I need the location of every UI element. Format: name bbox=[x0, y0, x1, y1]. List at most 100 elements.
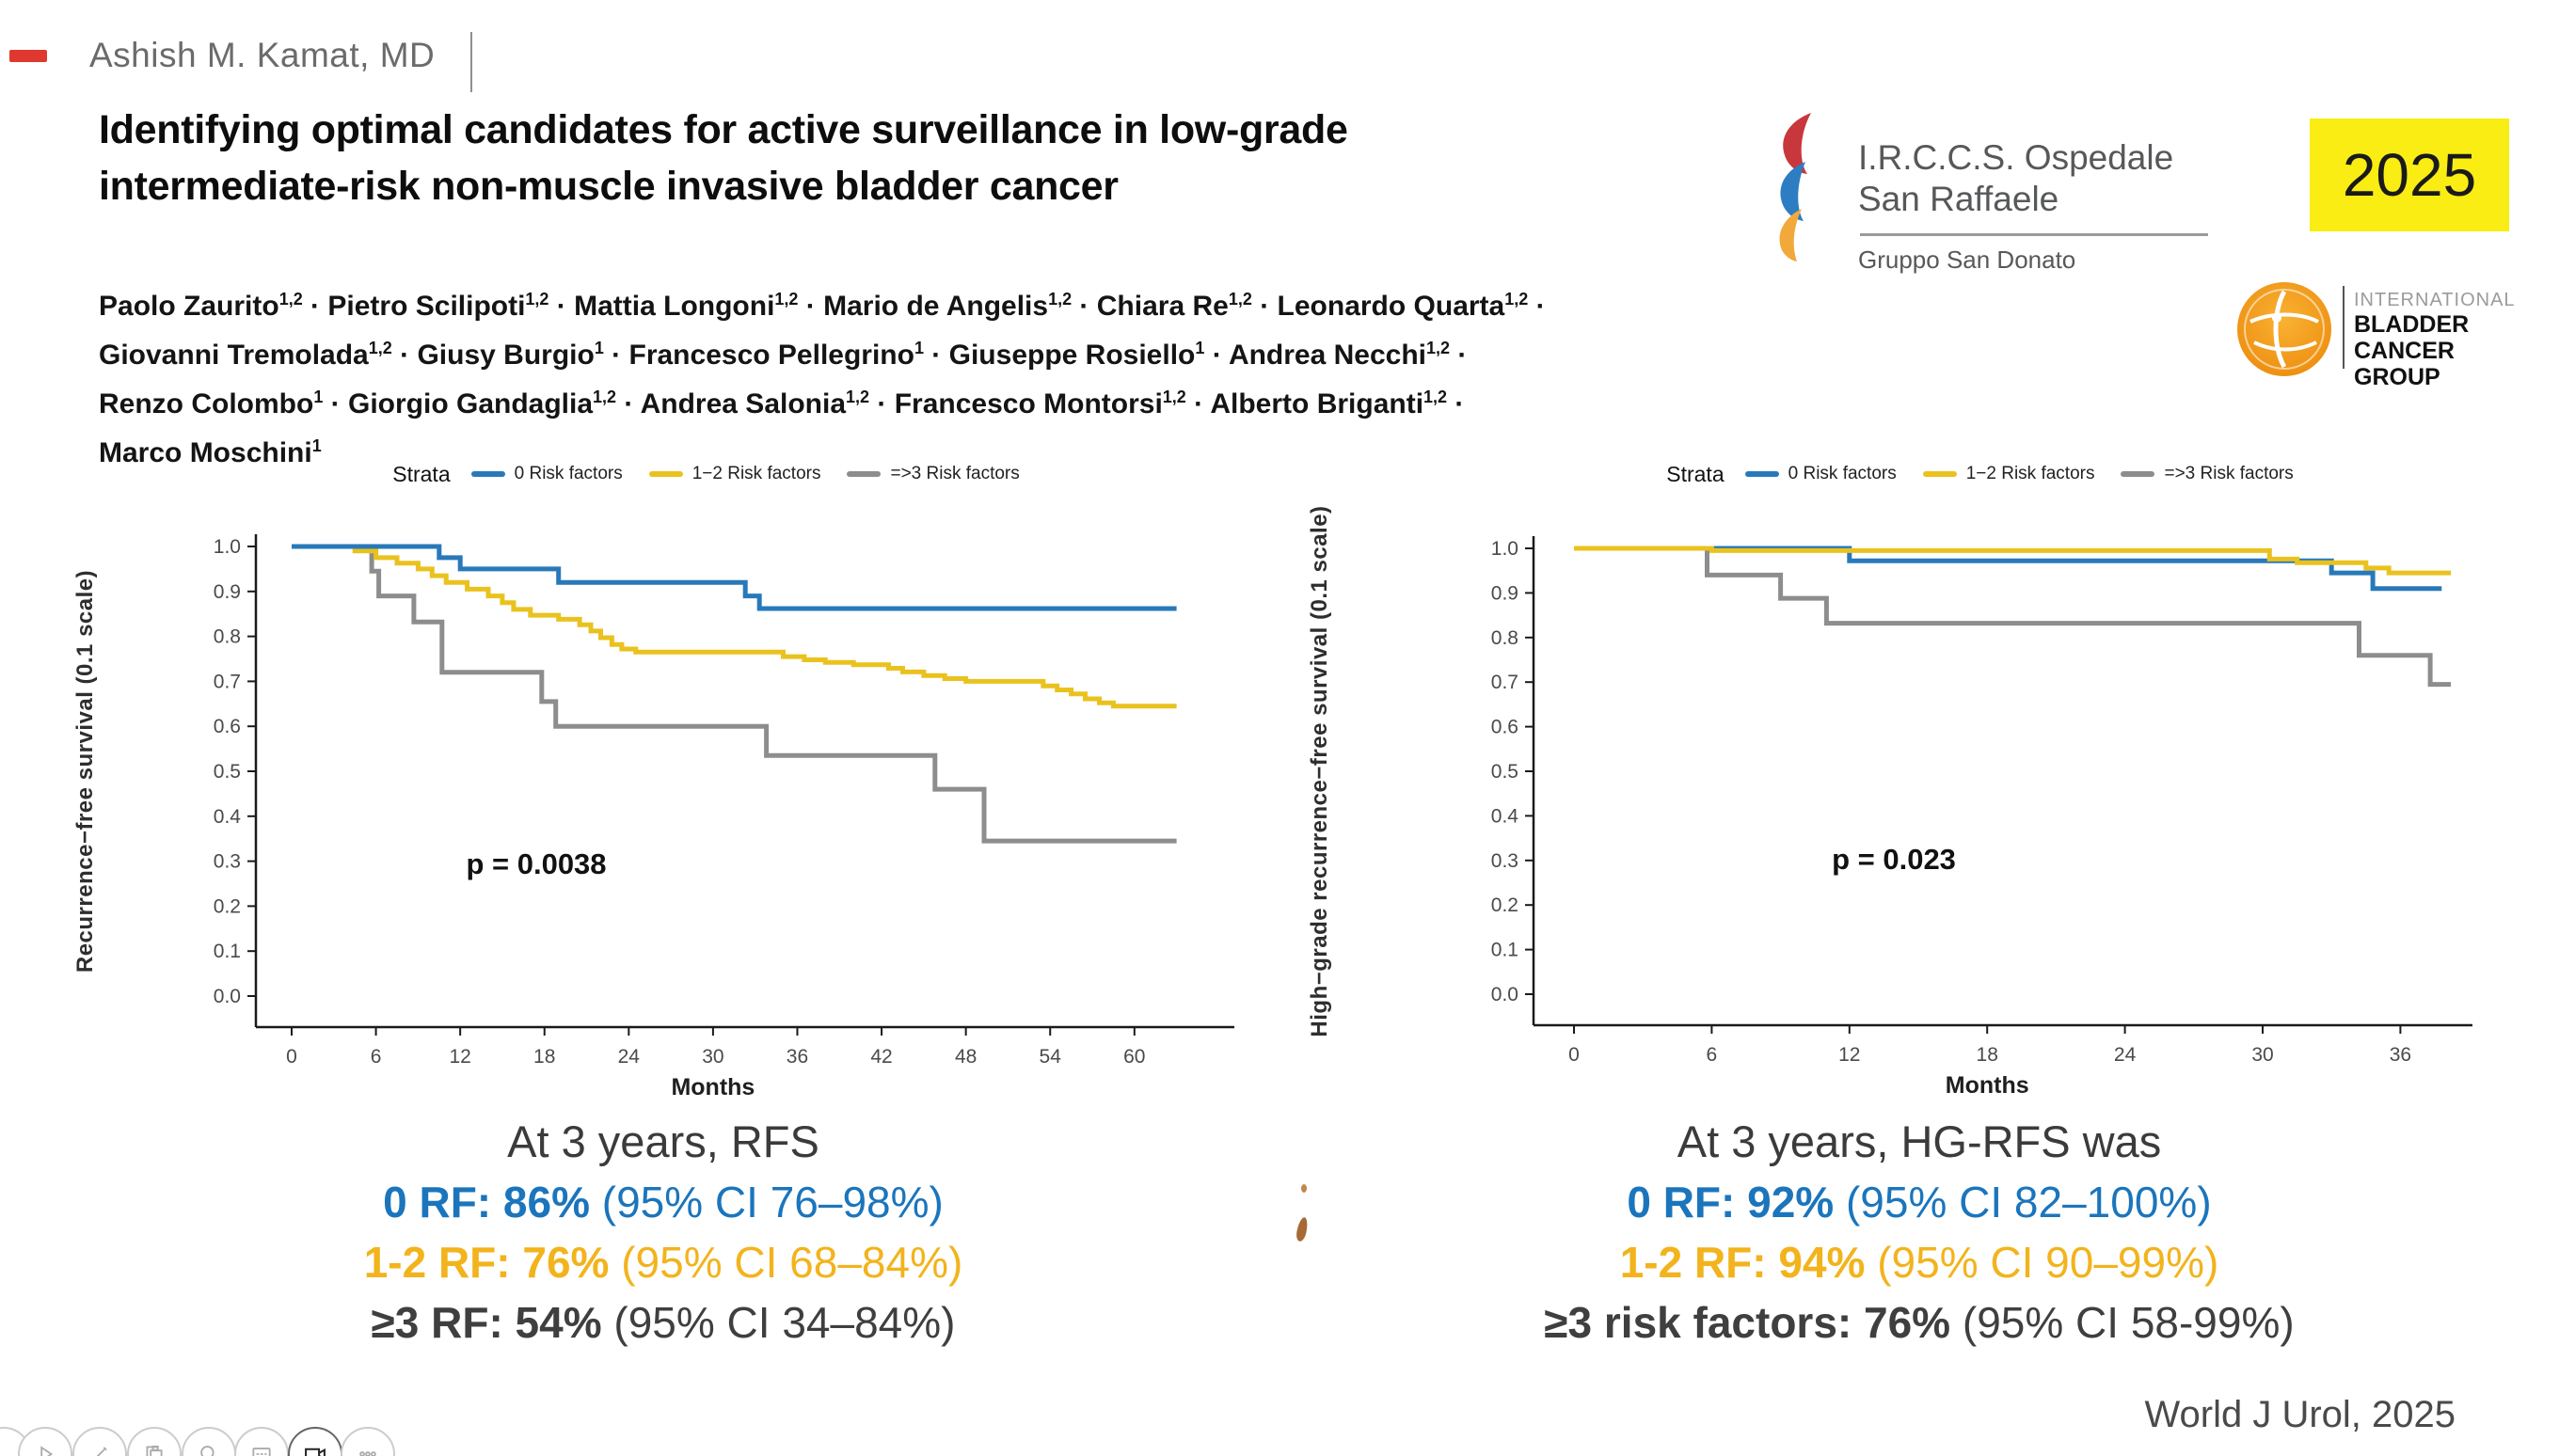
svg-text:0.3: 0.3 bbox=[214, 851, 241, 873]
legend-item-risk3: =>3 Risk factors bbox=[2121, 464, 2294, 484]
globe-icon bbox=[2237, 282, 2331, 376]
svg-text:0.5: 0.5 bbox=[1491, 761, 1518, 783]
legend-swatch-risk0-icon bbox=[1744, 471, 1779, 477]
km-figure-rfs: Strata 0 Risk factors 1−2 Risk factors =… bbox=[66, 453, 1247, 1101]
summary-row: 0 RF: 86% (95% CI 76–98%) bbox=[383, 1178, 944, 1227]
magnifier-icon bbox=[200, 1446, 215, 1456]
svg-text:0.2: 0.2 bbox=[214, 895, 241, 917]
km-chart-hg-rfs: 0.0 0.1 0.2 0.3 0.4 0.5 0.6 0.7 0.8 0.9 1.0 0 6 12 18 2… bbox=[1307, 505, 2472, 1099]
svg-text:6: 6 bbox=[1707, 1044, 1718, 1066]
svg-text:p = 0.0038: p = 0.0038 bbox=[466, 847, 606, 880]
summary-rfs-rows: 0 RF: 86% (95% CI 76–98%) 1-2 RF: 76% (95… bbox=[301, 1172, 1025, 1353]
ibcg-line3: GROUP bbox=[2354, 364, 2440, 390]
svg-text:0.4: 0.4 bbox=[1491, 805, 1519, 827]
svg-text:1.0: 1.0 bbox=[1491, 538, 1518, 560]
svg-text:36: 36 bbox=[787, 1046, 808, 1068]
svg-text:12: 12 bbox=[1838, 1044, 1860, 1066]
summary-hg-rfs-heading: At 3 years, HG-RFS was bbox=[1677, 1116, 2162, 1166]
svg-text:24: 24 bbox=[2114, 1044, 2137, 1066]
san-raffaele-divider bbox=[1860, 233, 2208, 236]
ibcg-line2: BLADDER CANCER bbox=[2354, 311, 2470, 364]
svg-text:0.8: 0.8 bbox=[214, 626, 241, 648]
legend-item-risk0: 0 Risk factors bbox=[470, 464, 623, 484]
more-dots-icon bbox=[359, 1451, 376, 1456]
san-raffaele-ribbon-icon bbox=[1779, 113, 1811, 261]
svg-text:High−grade recurrence−free sur: High−grade recurrence−free survival (0.1… bbox=[1307, 505, 1332, 1037]
svg-text:0.6: 0.6 bbox=[214, 716, 241, 737]
svg-text:12: 12 bbox=[449, 1046, 470, 1068]
zoom-button[interactable] bbox=[182, 1427, 236, 1456]
svg-text:p = 0.023: p = 0.023 bbox=[1832, 843, 1956, 876]
svg-text:0.0: 0.0 bbox=[1491, 984, 1518, 1005]
summary-hg-rfs-rows: 0 RF: 92% (95% CI 82–100%) 1-2 RF: 94% (9… bbox=[1463, 1172, 2376, 1353]
pen-button[interactable] bbox=[72, 1427, 127, 1456]
legend-swatch-risk12-icon bbox=[1922, 471, 1957, 477]
subtitles-button[interactable] bbox=[234, 1427, 289, 1456]
author-list: Paolo Zaurito1,2 · Pietro Scilipoti1,2 ·… bbox=[99, 278, 1546, 474]
svg-text:48: 48 bbox=[955, 1046, 977, 1068]
svg-text:1.0: 1.0 bbox=[214, 536, 241, 558]
svg-text:6: 6 bbox=[371, 1046, 382, 1068]
legend-label-risk3: =>3 Risk factors bbox=[2164, 464, 2294, 483]
camera-button[interactable] bbox=[288, 1427, 342, 1456]
legend-item-risk3: =>3 Risk factors bbox=[847, 464, 1020, 484]
svg-text:0.0: 0.0 bbox=[214, 986, 241, 1007]
paper-title-line2: intermediate-risk non-muscle invasive bl… bbox=[99, 164, 1119, 209]
svg-text:Recurrence−free survival (0.1: Recurrence−free survival (0.1 scale) bbox=[72, 570, 98, 973]
svg-text:60: 60 bbox=[1123, 1046, 1145, 1068]
km-chart-rfs: 0.0 0.1 0.2 0.3 0.4 0.5 0.6 0.7 0.8 0.9 1.0 0 6 12 18 2… bbox=[72, 534, 1234, 1100]
ibcg-logo: INTERNATIONAL BLADDER CANCER GROUP bbox=[2235, 280, 2546, 390]
annotation-mark-small bbox=[1301, 1184, 1307, 1193]
annotation-mark-large bbox=[1295, 1216, 1310, 1242]
accent-dash bbox=[9, 50, 47, 62]
svg-text:0.4: 0.4 bbox=[214, 806, 242, 828]
svg-text:30: 30 bbox=[702, 1046, 723, 1068]
legend-swatch-risk12-icon bbox=[648, 471, 683, 477]
svg-text:Months: Months bbox=[671, 1074, 755, 1100]
svg-text:42: 42 bbox=[870, 1046, 892, 1068]
km-figure-hg-rfs: Strata 0 Risk factors 1−2 Risk factors =… bbox=[1306, 453, 2515, 1101]
ibcg-line1: INTERNATIONAL bbox=[2354, 290, 2516, 310]
legend-rfs: Strata 0 Risk factors 1−2 Risk factors =… bbox=[181, 453, 1247, 495]
svg-text:0.6: 0.6 bbox=[1491, 717, 1518, 738]
play-button[interactable] bbox=[18, 1427, 72, 1456]
san-raffaele-name-line2: San Raffaele bbox=[1858, 180, 2059, 218]
svg-text:0.9: 0.9 bbox=[214, 581, 241, 603]
legend-hg-rfs: Strata 0 Risk factors 1−2 Risk factors =… bbox=[1460, 453, 2515, 495]
all-slides-button[interactable] bbox=[127, 1427, 182, 1456]
svg-text:18: 18 bbox=[1977, 1044, 1998, 1066]
svg-text:0.1: 0.1 bbox=[1491, 940, 1518, 961]
svg-text:24: 24 bbox=[618, 1046, 641, 1068]
summary-rfs-heading: At 3 years, RFS bbox=[507, 1116, 819, 1166]
san-raffaele-group-name: Gruppo San Donato bbox=[1858, 245, 2076, 274]
svg-text:0.9: 0.9 bbox=[1491, 582, 1518, 604]
svg-text:Months: Months bbox=[1946, 1072, 2029, 1099]
legend-item-risk12: 1−2 Risk factors bbox=[1922, 464, 2095, 484]
legend-label-risk12: 1−2 Risk factors bbox=[691, 464, 821, 483]
ibcg-divider bbox=[2343, 286, 2345, 369]
svg-text:30: 30 bbox=[2251, 1044, 2273, 1066]
summary-row: ≥3 risk factors: 76% (95% CI 58-99%) bbox=[1544, 1298, 2295, 1347]
legend-swatch-risk3-icon bbox=[847, 471, 882, 477]
legend-item-risk0: 0 Risk factors bbox=[1744, 464, 1897, 484]
author-line: Giovanni Tremolada1,2 · Giusy Burgio1 · … bbox=[99, 339, 1468, 371]
svg-text:0.1: 0.1 bbox=[214, 941, 241, 962]
play-icon bbox=[40, 1446, 54, 1456]
summary-hg-rfs: At 3 years, HG-RFS was 0 RF: 92% (95% CI… bbox=[1463, 1112, 2376, 1353]
camera-icon bbox=[305, 1448, 326, 1456]
more-options-button[interactable] bbox=[341, 1427, 395, 1456]
svg-text:0.7: 0.7 bbox=[1491, 672, 1518, 693]
author-line: Renzo Colombo1 · Giorgio Gandaglia1,2 · … bbox=[99, 388, 1465, 419]
author-line: Marco Moschini1 bbox=[99, 436, 322, 468]
summary-row: 1-2 RF: 76% (95% CI 68–84%) bbox=[363, 1238, 963, 1287]
summary-row: ≥3 RF: 54% (95% CI 34–84%) bbox=[371, 1298, 956, 1347]
summary-rfs: At 3 years, RFS 0 RF: 86% (95% CI 76–98%… bbox=[301, 1112, 1025, 1353]
svg-text:0.7: 0.7 bbox=[214, 671, 241, 692]
legend-label-risk12: 1−2 Risk factors bbox=[1965, 464, 2095, 483]
svg-text:0.2: 0.2 bbox=[1491, 894, 1518, 916]
header-divider bbox=[470, 32, 472, 92]
journal-citation: World J Urol, 2025 bbox=[2144, 1394, 2456, 1435]
legend-title: Strata bbox=[1666, 461, 1725, 486]
san-raffaele-name-line1: I.R.C.C.S. Ospedale bbox=[1858, 138, 2174, 177]
